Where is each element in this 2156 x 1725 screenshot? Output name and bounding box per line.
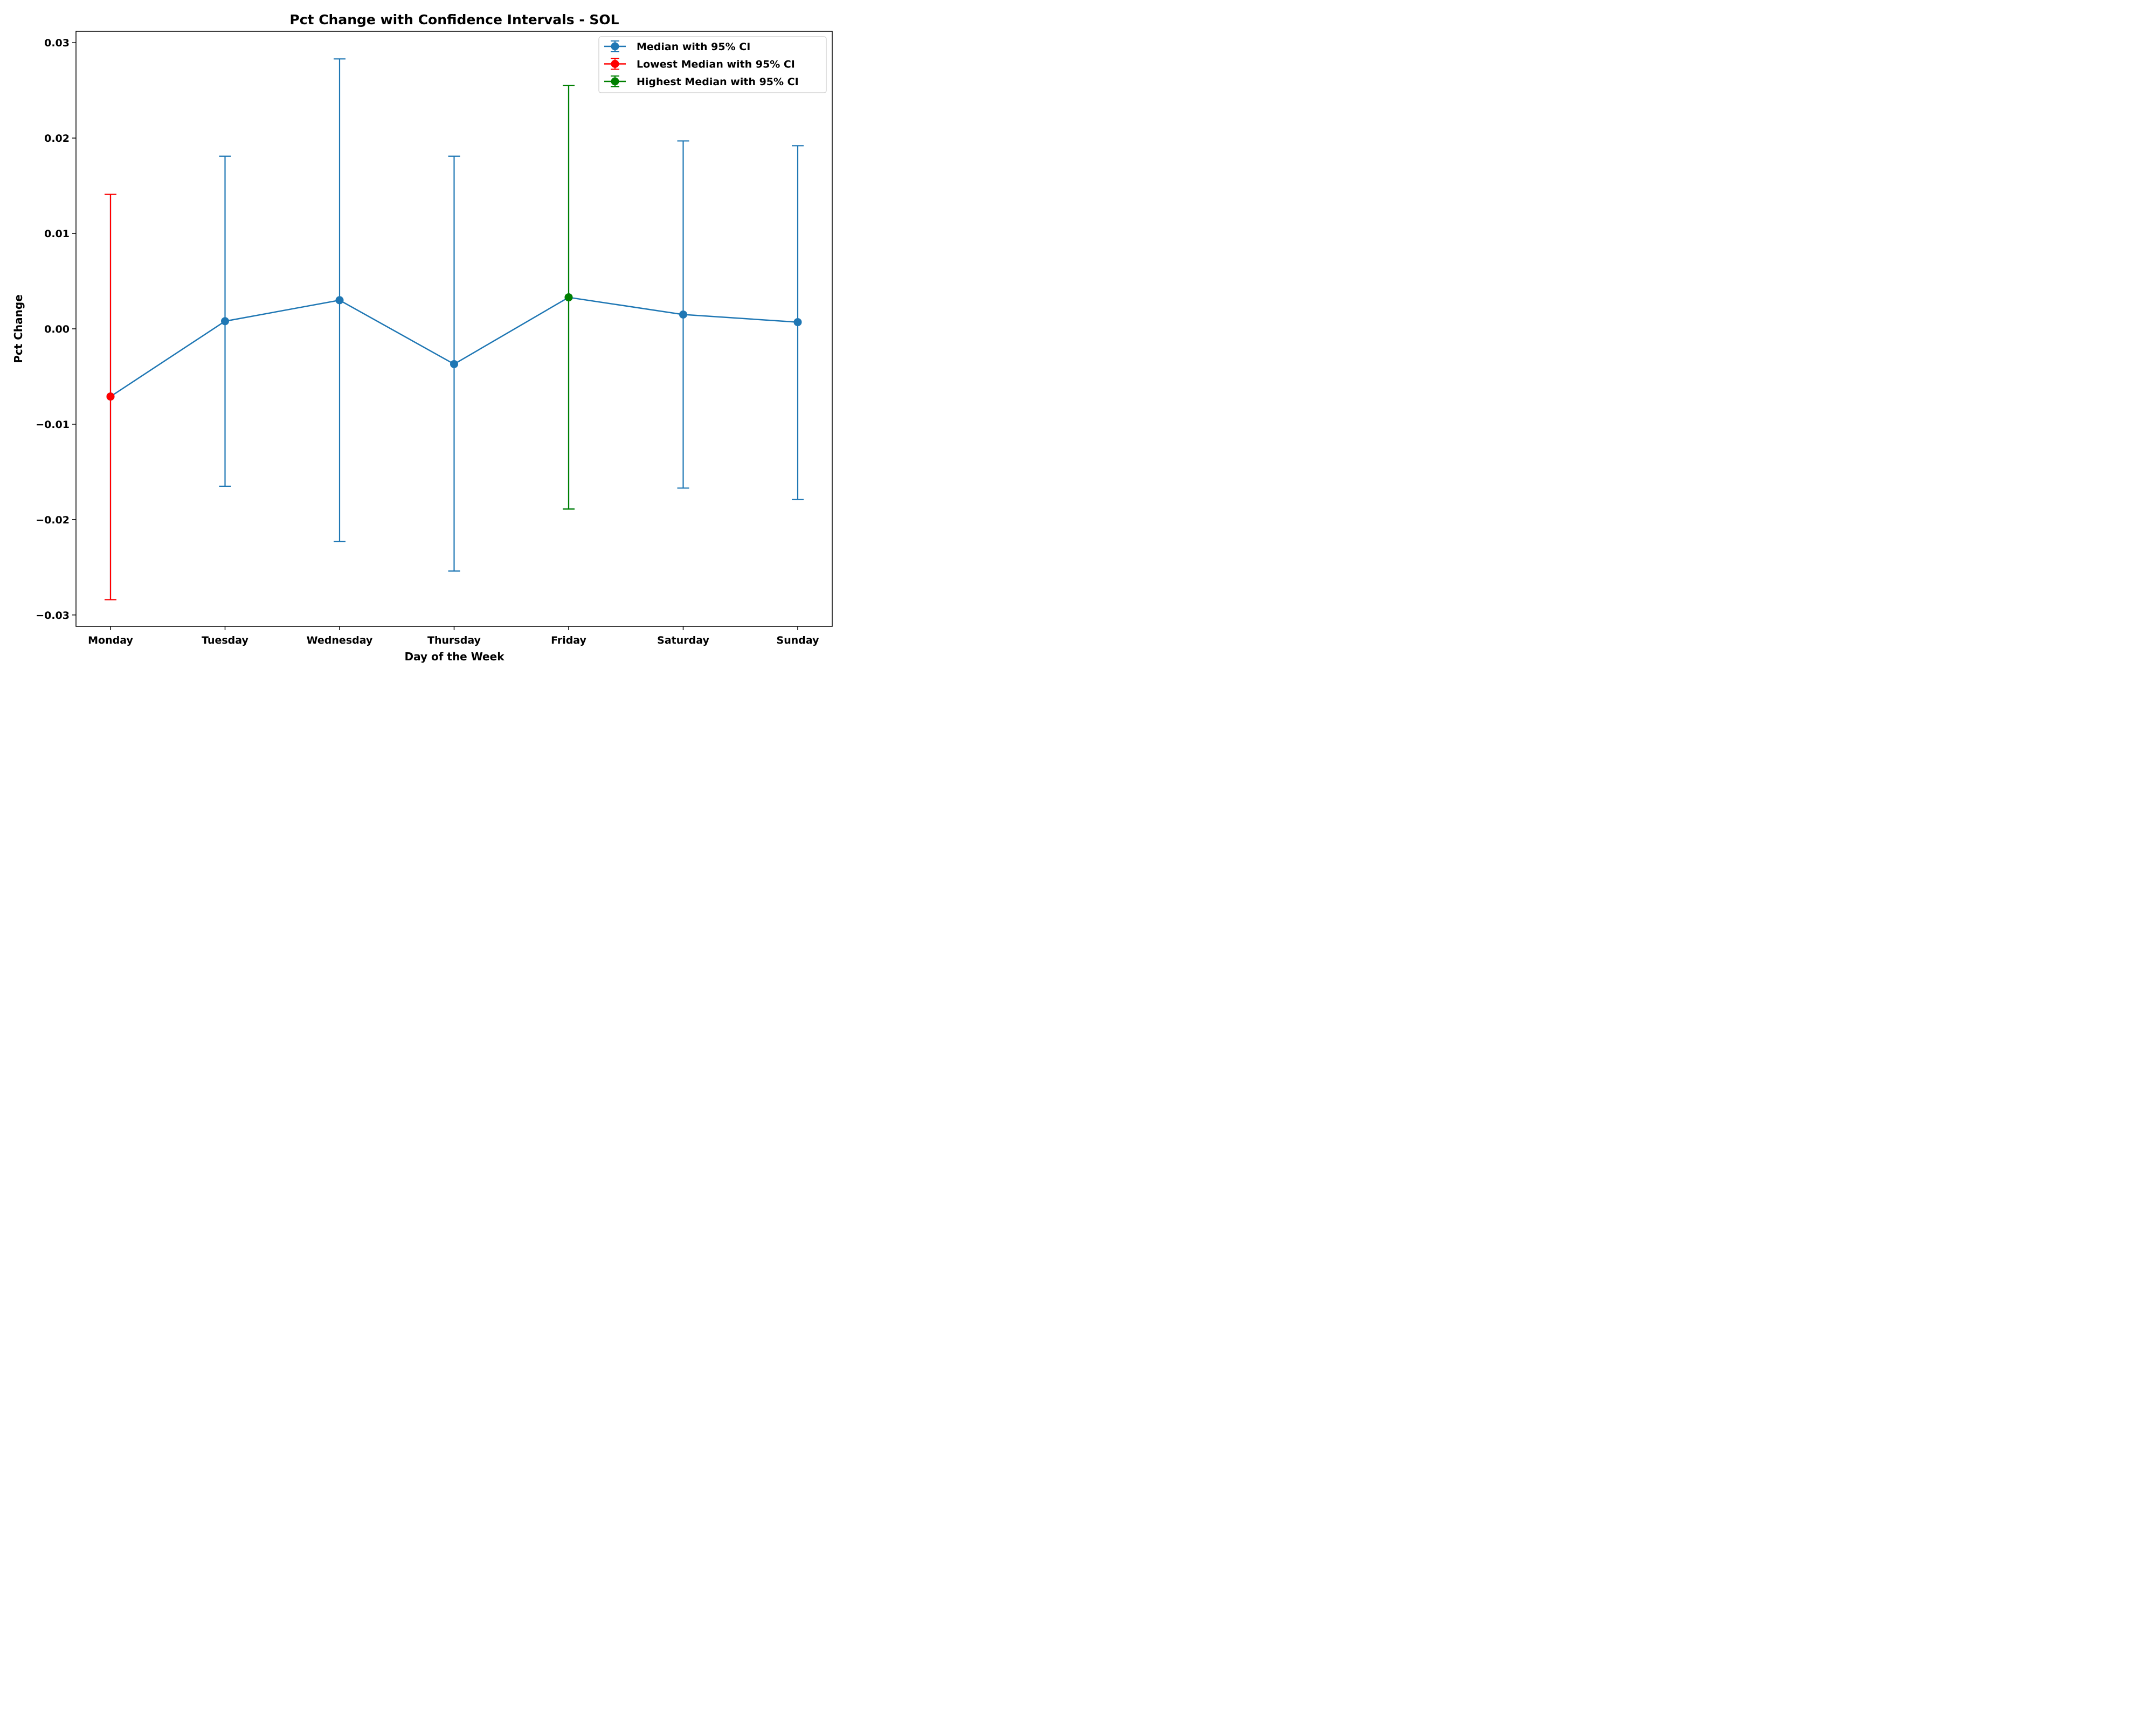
- x-tick-label: Saturday: [657, 634, 709, 646]
- chart-title: Pct Change with Confidence Intervals - S…: [289, 12, 619, 27]
- legend-label: Median with 95% CI: [637, 41, 750, 53]
- median-point-saturday: [679, 310, 687, 319]
- legend-marker: [611, 77, 619, 86]
- median-point-wednesday: [335, 296, 344, 305]
- series-1: [105, 194, 116, 601]
- x-tick-label: Tuesday: [202, 634, 248, 646]
- x-tick-label: Monday: [88, 634, 133, 646]
- median-point-monday: [106, 392, 115, 401]
- legend: Median with 95% CI Lowest Median with 95%…: [598, 36, 827, 93]
- y-tick-label: −0.01: [36, 419, 70, 431]
- y-tick-label: 0.01: [44, 228, 70, 240]
- error-bar-chart: Pct Change with Confidence Intervals - S…: [12, 12, 833, 663]
- legend-item: Lowest Median with 95% CI: [604, 58, 795, 71]
- legend-box: [598, 36, 827, 93]
- y-axis-label: Pct Change: [12, 294, 25, 363]
- legend-marker: [611, 60, 619, 68]
- x-tick-label: Wednesday: [307, 634, 373, 646]
- y-tick-label: 0.00: [44, 323, 70, 335]
- legend-marker: [611, 42, 619, 51]
- legend-item: Median with 95% CI: [604, 40, 750, 53]
- legend-label: Lowest Median with 95% CI: [637, 59, 795, 71]
- x-tick-label: Thursday: [427, 634, 481, 646]
- median-point-friday: [564, 293, 573, 302]
- y-tick-label: −0.03: [36, 610, 70, 622]
- legend-item: Highest Median with 95% CI: [604, 75, 799, 88]
- y-tick-label: 0.03: [44, 37, 70, 49]
- x-axis-label: Day of the Week: [405, 650, 505, 663]
- y-axis: 0.03 0.02 0.01 0.00 −0.01 −0.02 −0.03: [36, 37, 76, 622]
- legend-label: Highest Median with 95% CI: [637, 76, 799, 88]
- median-point-thursday: [450, 360, 458, 368]
- y-tick-label: −0.02: [36, 514, 70, 526]
- median-point-sunday: [793, 318, 802, 327]
- x-axis: Monday Tuesday Wednesday Thursday Friday Satu…: [88, 626, 819, 646]
- series-0: [105, 58, 804, 601]
- median-point-tuesday: [221, 317, 229, 326]
- plot-layer: [105, 58, 804, 601]
- y-tick-label: 0.02: [44, 133, 70, 144]
- x-tick-label: Friday: [551, 634, 586, 646]
- series-2: [563, 85, 575, 510]
- x-tick-label: Sunday: [777, 634, 820, 646]
